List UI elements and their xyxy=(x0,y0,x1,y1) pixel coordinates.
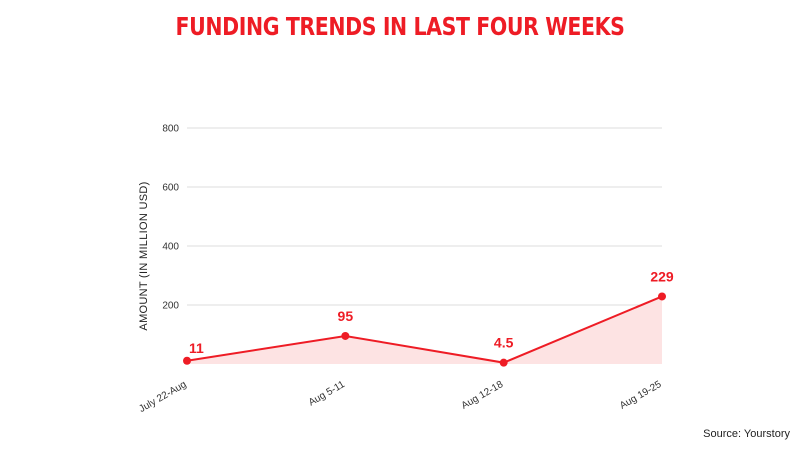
x-tick-label: Aug 5-11 xyxy=(307,379,347,409)
y-axis-ticks: 200 400 600 800 xyxy=(162,124,179,312)
x-tick-label: Aug 19-25 xyxy=(618,379,664,412)
data-label: 4.5 xyxy=(494,335,514,351)
data-point xyxy=(499,358,508,367)
data-point xyxy=(183,356,191,365)
series-line xyxy=(186,295,663,364)
data-point xyxy=(341,331,350,340)
data-labels: 11 95 4.5 229 xyxy=(189,268,674,355)
gridlines xyxy=(187,127,662,306)
data-points xyxy=(183,292,666,367)
data-label: 11 xyxy=(189,340,204,356)
source-note: Source: Yourstory xyxy=(703,428,790,440)
y-tick-label: 400 xyxy=(162,242,179,253)
series-area xyxy=(187,296,662,364)
data-label: 229 xyxy=(650,268,674,284)
y-tick-label: 800 xyxy=(162,124,179,135)
y-tick-label: 200 xyxy=(162,301,179,312)
x-tick-label: July 22-Aug xyxy=(137,379,188,415)
x-axis-ticks: July 22-Aug Aug 5-11 Aug 12-18 Aug 19-25 xyxy=(137,379,664,415)
chart-title: FUNDING TRENDS IN LAST FOUR WEEKS xyxy=(175,12,625,41)
data-label: 95 xyxy=(338,308,354,324)
y-axis-title: AMOUNT (IN MILLION USD) xyxy=(138,181,150,330)
x-tick-label: Aug 12-18 xyxy=(460,379,506,412)
y-tick-label: 600 xyxy=(162,183,179,194)
data-point xyxy=(658,292,666,301)
